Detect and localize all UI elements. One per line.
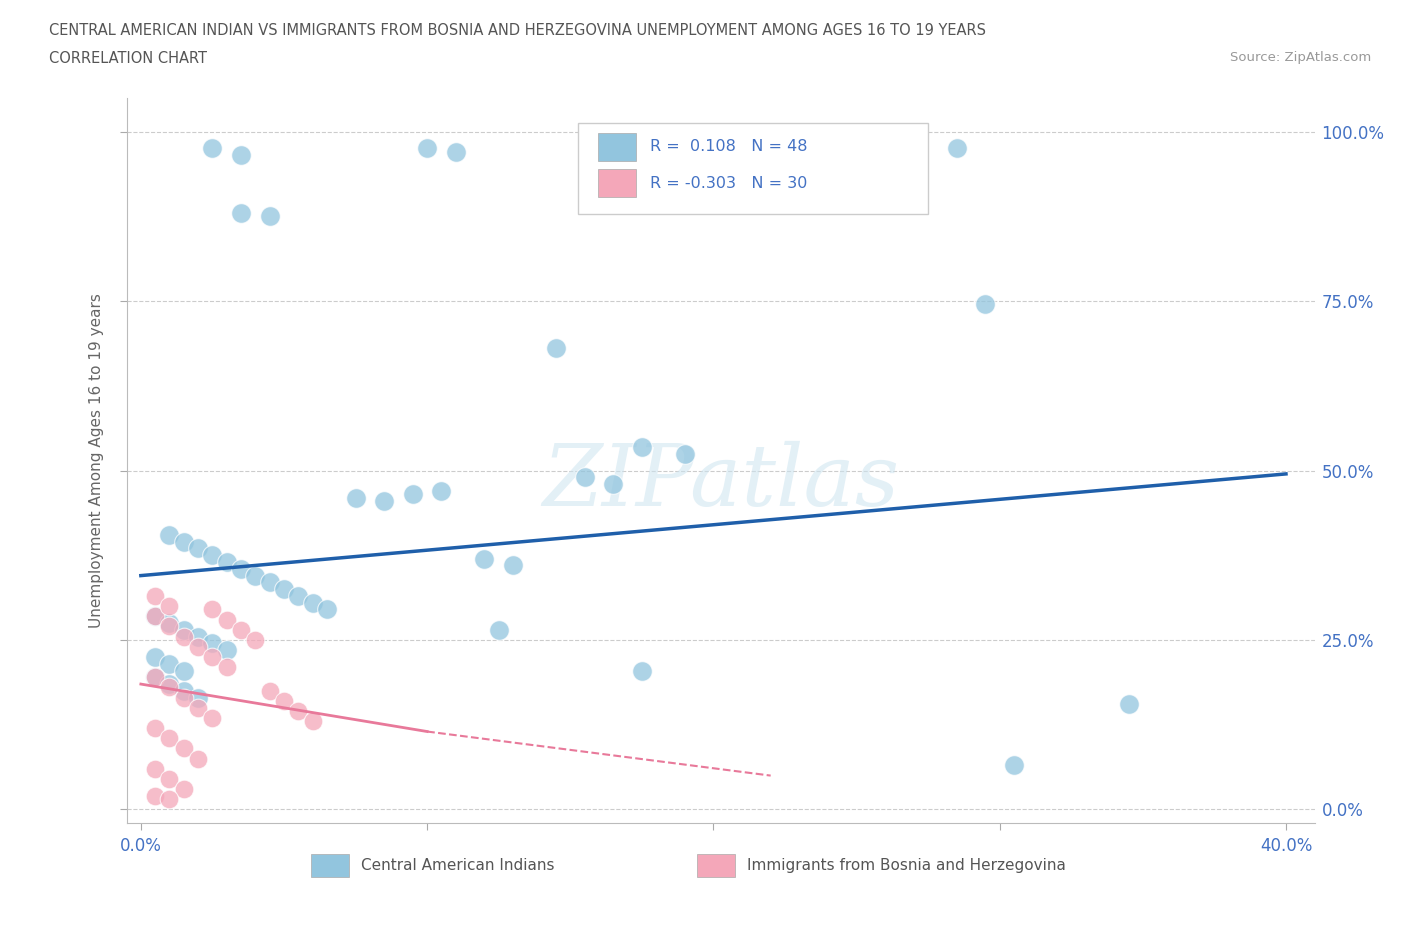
- Point: [187, 751, 209, 766]
- Point: [574, 470, 596, 485]
- Text: R = -0.303   N = 30: R = -0.303 N = 30: [651, 176, 808, 191]
- Text: ZIPatlas: ZIPatlas: [541, 441, 900, 524]
- Point: [159, 616, 181, 631]
- Point: [245, 568, 267, 583]
- Y-axis label: Unemployment Among Ages 16 to 19 years: Unemployment Among Ages 16 to 19 years: [89, 293, 104, 628]
- Point: [273, 694, 295, 709]
- Point: [416, 141, 439, 156]
- Point: [229, 562, 252, 577]
- Point: [173, 534, 195, 549]
- Point: [187, 690, 209, 705]
- Point: [287, 589, 309, 604]
- Point: [159, 680, 181, 695]
- Text: CORRELATION CHART: CORRELATION CHART: [49, 51, 207, 66]
- Point: [187, 639, 209, 654]
- Point: [159, 599, 181, 614]
- Point: [143, 762, 166, 777]
- Point: [402, 486, 425, 501]
- Point: [444, 144, 467, 159]
- Point: [159, 772, 181, 787]
- Point: [215, 554, 238, 569]
- FancyBboxPatch shape: [598, 133, 637, 161]
- Text: Central American Indians: Central American Indians: [360, 858, 554, 873]
- Point: [259, 209, 281, 224]
- Point: [201, 602, 224, 617]
- Point: [159, 791, 181, 806]
- Point: [173, 684, 195, 698]
- Point: [259, 684, 281, 698]
- Point: [143, 789, 166, 804]
- Point: [173, 630, 195, 644]
- FancyBboxPatch shape: [311, 854, 349, 878]
- Point: [673, 446, 696, 461]
- Point: [143, 609, 166, 624]
- Point: [259, 575, 281, 590]
- Point: [143, 670, 166, 684]
- Point: [229, 622, 252, 637]
- Point: [143, 649, 166, 664]
- Point: [173, 663, 195, 678]
- Point: [273, 582, 295, 597]
- Point: [373, 494, 395, 509]
- Text: Immigrants from Bosnia and Herzegovina: Immigrants from Bosnia and Herzegovina: [747, 858, 1066, 873]
- Text: CENTRAL AMERICAN INDIAN VS IMMIGRANTS FROM BOSNIA AND HERZEGOVINA UNEMPLOYMENT A: CENTRAL AMERICAN INDIAN VS IMMIGRANTS FR…: [49, 23, 986, 38]
- Point: [159, 677, 181, 692]
- Point: [245, 632, 267, 647]
- Point: [488, 622, 510, 637]
- Point: [187, 630, 209, 644]
- Point: [159, 657, 181, 671]
- Point: [430, 484, 453, 498]
- FancyBboxPatch shape: [578, 123, 928, 214]
- Point: [201, 711, 224, 725]
- Point: [631, 439, 654, 454]
- Point: [344, 490, 367, 505]
- Point: [287, 704, 309, 719]
- Point: [173, 690, 195, 705]
- Point: [187, 700, 209, 715]
- Point: [474, 551, 496, 566]
- Point: [229, 206, 252, 220]
- FancyBboxPatch shape: [598, 169, 637, 197]
- Point: [173, 782, 195, 797]
- Point: [974, 297, 997, 312]
- Point: [215, 612, 238, 627]
- Point: [1118, 697, 1140, 711]
- FancyBboxPatch shape: [697, 854, 735, 878]
- Point: [301, 595, 323, 610]
- Point: [215, 643, 238, 658]
- Point: [187, 541, 209, 556]
- Point: [143, 721, 166, 736]
- Point: [502, 558, 524, 573]
- Point: [143, 609, 166, 624]
- Point: [631, 663, 654, 678]
- Point: [201, 636, 224, 651]
- Point: [143, 670, 166, 684]
- Point: [1002, 758, 1025, 773]
- Point: [159, 527, 181, 542]
- Text: R =  0.108   N = 48: R = 0.108 N = 48: [651, 140, 808, 154]
- Point: [316, 602, 339, 617]
- Point: [143, 589, 166, 604]
- Point: [159, 731, 181, 746]
- Point: [201, 548, 224, 563]
- Point: [229, 148, 252, 163]
- Point: [544, 341, 567, 356]
- Point: [159, 619, 181, 634]
- Point: [201, 649, 224, 664]
- Point: [201, 141, 224, 156]
- Point: [602, 477, 624, 492]
- Point: [173, 741, 195, 756]
- Point: [301, 714, 323, 729]
- Text: Source: ZipAtlas.com: Source: ZipAtlas.com: [1230, 51, 1371, 64]
- Point: [173, 622, 195, 637]
- Point: [215, 659, 238, 674]
- Point: [945, 141, 967, 156]
